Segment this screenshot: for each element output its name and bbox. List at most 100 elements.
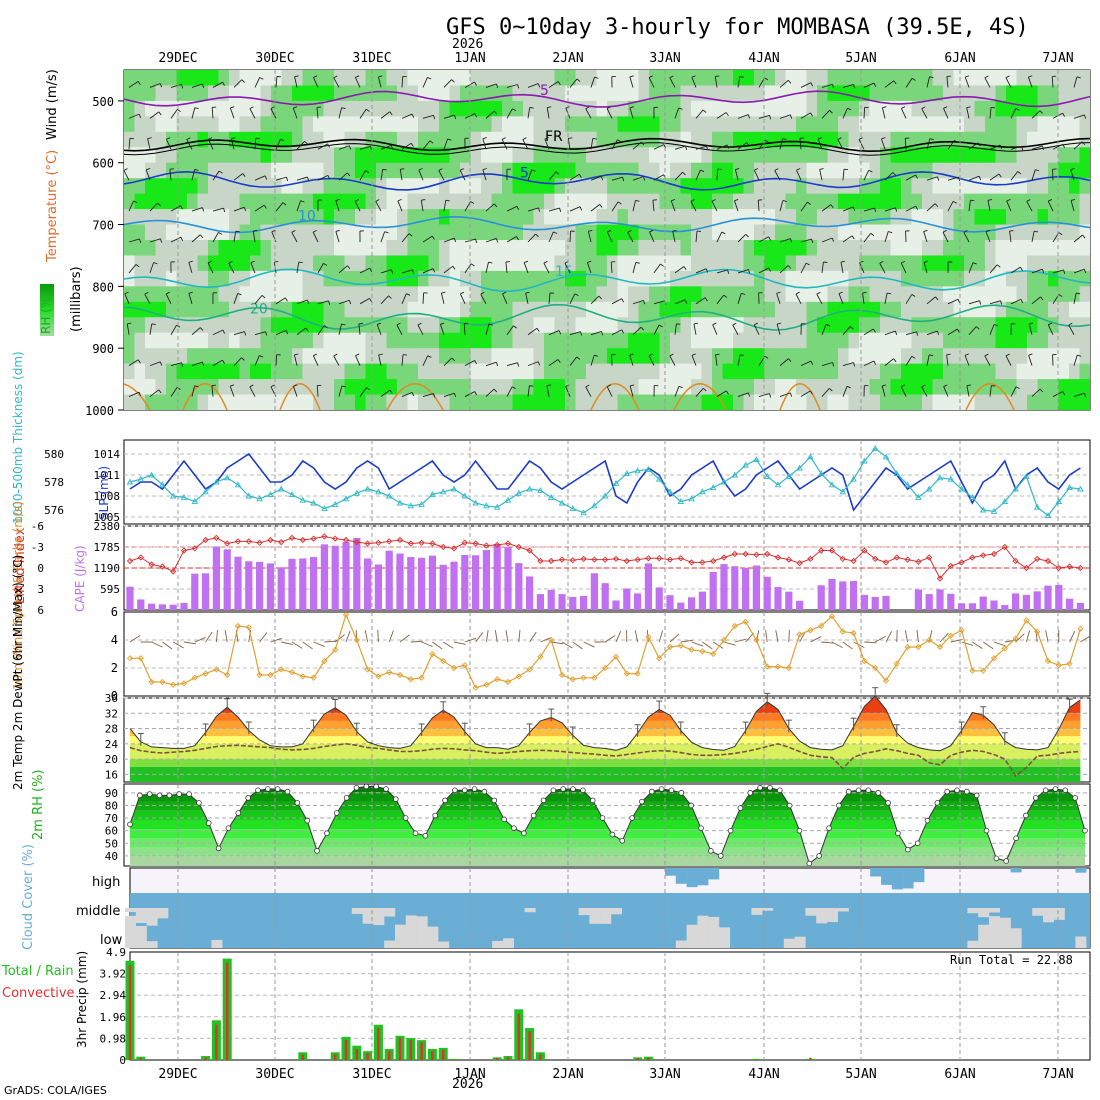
wind-barb	[302, 641, 313, 650]
thickness-point	[1012, 485, 1019, 492]
wind-barb	[634, 630, 639, 643]
wind-barb	[923, 231, 928, 243]
rh-cell	[250, 332, 262, 349]
wind-barb	[364, 630, 369, 643]
thickness-point	[936, 474, 944, 481]
wind-barb	[747, 114, 751, 119]
wind-barb	[805, 262, 810, 266]
rh-cell	[218, 209, 230, 226]
rh-point	[225, 825, 232, 831]
rh-cell	[365, 332, 377, 349]
rh-cell	[533, 85, 545, 102]
rh-cell	[260, 116, 272, 133]
rh-cell	[775, 70, 787, 87]
wind-barb	[454, 393, 457, 398]
precip-tick-label: 1.96	[100, 1011, 127, 1024]
rh-cell	[701, 224, 713, 241]
rh-cell	[901, 240, 913, 257]
wind-barb	[1081, 141, 1086, 146]
top-date-label: 1JAN	[454, 51, 485, 66]
rh-tick-label: 60	[105, 825, 118, 838]
rh-cell	[281, 240, 293, 257]
rh-cell	[460, 301, 472, 318]
rh-cell	[155, 286, 167, 303]
rh-cell	[512, 301, 524, 318]
li-point	[904, 556, 911, 563]
wind-barb	[737, 354, 741, 366]
isotherm-line	[779, 383, 821, 410]
rh-cell	[848, 394, 860, 410]
rh-cell	[491, 379, 503, 396]
rh-cell	[1069, 100, 1081, 117]
rh-cell	[596, 301, 608, 318]
wind-barb	[159, 83, 163, 88]
rh-cell	[292, 209, 304, 226]
wind-barb	[585, 386, 592, 397]
wind-barb	[715, 354, 718, 366]
rh-cell	[806, 286, 818, 303]
wind-barb	[313, 353, 318, 357]
cloud-low-label: low	[100, 933, 123, 948]
rh-cell	[470, 209, 482, 226]
wind-barb	[558, 330, 562, 335]
rh-point	[914, 840, 921, 847]
thickness-point	[364, 485, 371, 492]
wind-barb	[711, 201, 718, 212]
wind-barb	[400, 168, 405, 170]
rh-cell	[376, 116, 388, 133]
wind-barb	[485, 262, 489, 274]
cape-bar	[688, 597, 696, 610]
rh-cell	[481, 394, 493, 410]
wind-barb	[585, 384, 590, 388]
rh-cell	[250, 209, 262, 226]
rh-cell	[1079, 162, 1090, 179]
rh-cell	[932, 255, 944, 272]
rh-cell	[491, 270, 503, 287]
rh-cell	[628, 209, 640, 226]
rh-cell	[764, 100, 776, 117]
rh-cell	[764, 193, 776, 210]
wind-barb	[524, 260, 529, 264]
rh-cell	[922, 85, 934, 102]
wind-barb	[144, 291, 149, 295]
rh-cell	[155, 348, 167, 365]
wind-speed-point	[213, 666, 220, 673]
thickness-point	[709, 484, 717, 491]
rh-cell	[680, 70, 692, 87]
wind-barb	[253, 230, 258, 232]
rh-cell	[470, 301, 482, 318]
rh-cell	[176, 100, 188, 117]
rh-cell	[701, 286, 713, 303]
rh-cell	[355, 116, 367, 133]
wind-barb	[527, 233, 536, 243]
rh-cell	[1037, 224, 1049, 241]
rh-cell	[922, 394, 934, 410]
rh-cell	[628, 270, 640, 287]
rh-cell	[712, 255, 724, 272]
wind-barb	[228, 260, 233, 264]
rh-cell	[533, 317, 545, 334]
rh-cell	[1016, 363, 1028, 380]
rh-cell	[932, 147, 944, 164]
wind-barb	[1009, 231, 1012, 243]
rh-cell	[649, 363, 661, 380]
wind-speed-point	[861, 657, 868, 665]
wind-barb	[590, 330, 602, 336]
cloud-mid-gap	[989, 908, 1000, 913]
wind-barb	[543, 262, 550, 274]
rh-cell	[260, 224, 272, 241]
rh-cell	[785, 394, 797, 410]
wind-barb	[1068, 324, 1075, 335]
wind-barb	[354, 199, 359, 202]
li-point	[288, 534, 296, 542]
rh-cell	[428, 348, 440, 365]
wind-barb	[233, 293, 239, 304]
rh-cell	[964, 332, 976, 349]
rh-cell	[869, 131, 881, 148]
wind-barb	[391, 269, 394, 274]
precip-convective-bar	[506, 1057, 510, 1060]
wind-barb	[611, 139, 618, 150]
cloud-mid-gap	[351, 908, 363, 914]
rh-cell	[481, 162, 493, 179]
